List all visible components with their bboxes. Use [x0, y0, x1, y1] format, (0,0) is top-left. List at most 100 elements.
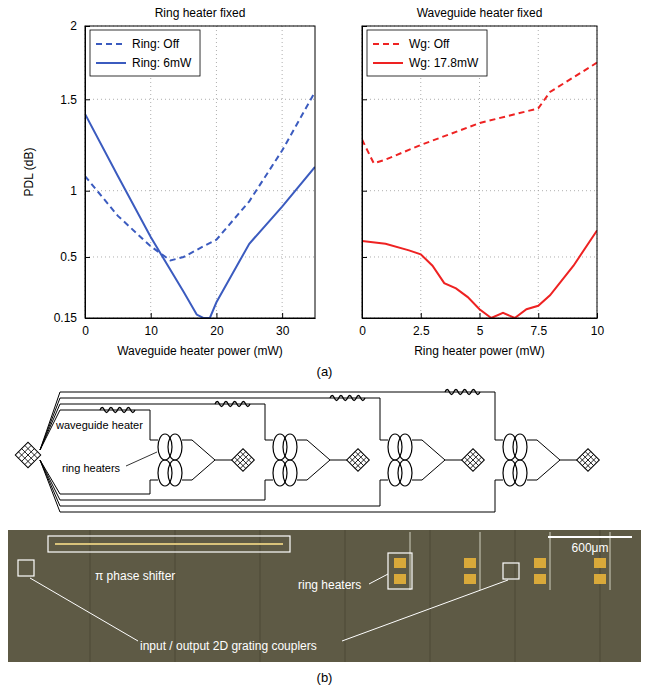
- leader-line: [126, 452, 157, 466]
- grating-outline: [232, 449, 255, 472]
- x-axis-title: Ring heater power (mW): [414, 344, 545, 358]
- waveguide: [560, 460, 577, 461]
- grating-hatch: [585, 457, 596, 468]
- x-axis: 0 10 20 30: [82, 313, 315, 338]
- data-line: [362, 63, 597, 164]
- waveguide: [330, 460, 347, 461]
- grid: [362, 26, 597, 318]
- grating-hatch: [467, 454, 478, 465]
- ring: [168, 434, 182, 460]
- diagram-label: ring heaters: [62, 462, 121, 474]
- legend-swatch: [96, 62, 126, 64]
- ring: [398, 460, 412, 486]
- y-tick-group: 0.5: [60, 250, 90, 264]
- x-tick: [480, 313, 481, 318]
- x-tick-group: 20: [210, 313, 224, 338]
- grating-coupler: [462, 449, 485, 472]
- grating-hatch: [470, 457, 481, 468]
- x-tick: [421, 313, 422, 318]
- grid-line: [362, 256, 597, 257]
- panel-label: (b): [317, 670, 333, 685]
- grating-coupler: [577, 449, 600, 472]
- waveguide: [445, 460, 462, 461]
- y-tick-group: 1.5: [60, 93, 90, 107]
- ring-heater-pad: [464, 558, 476, 568]
- x-tick-label: 30: [276, 324, 290, 338]
- data-line: [85, 114, 315, 318]
- y-tick: [362, 257, 367, 258]
- phase-shifter-wire: [55, 543, 283, 545]
- grating-coupler: [232, 449, 255, 472]
- grating-hatch: [467, 454, 478, 465]
- x-tick-label: 5: [477, 324, 484, 338]
- data-line: [362, 230, 597, 318]
- y-tick-group: [362, 99, 367, 100]
- highlight-box: [18, 560, 34, 576]
- metal-trace: [610, 532, 611, 590]
- legend-swatch: [373, 43, 403, 45]
- photo-label: input / output 2D grating couplers: [140, 639, 317, 653]
- heater: [215, 402, 250, 407]
- y-axis-title: PDL (dB): [22, 148, 36, 197]
- waveguide: [40, 398, 388, 450]
- x-tick-group: 10: [591, 313, 605, 338]
- legend-label: Wg: 17.8mW: [409, 56, 479, 70]
- ring-heater-pad: [394, 558, 406, 568]
- x-tick-group: 5: [477, 313, 484, 338]
- chart-panel: 02.557.510Waveguide heater fixedRing hea…: [359, 6, 604, 358]
- y-tick: [85, 99, 90, 100]
- grating-hatch: [352, 454, 363, 465]
- legend-swatch: [96, 43, 126, 45]
- x-tick-group: 30: [276, 313, 290, 338]
- chart-panel: 01020300.150.511.52Ring heater fixedWave…: [22, 6, 316, 358]
- legend-label: Wg: Off: [409, 37, 450, 51]
- y-axis: [362, 27, 367, 319]
- y-tick: [362, 191, 367, 192]
- photo-texture: [90, 530, 91, 662]
- grid-line: [282, 26, 283, 318]
- grating-hatch: [240, 457, 251, 468]
- chart-title: Ring heater fixed: [155, 6, 246, 20]
- x-tick: [282, 313, 283, 318]
- y-tick-label: 0.15: [54, 311, 78, 325]
- ring-heater-pad: [594, 558, 606, 568]
- y-tick: [85, 257, 90, 258]
- x-tick-group: 10: [145, 313, 159, 338]
- ring-heater-pad: [534, 558, 546, 568]
- y-tick-group: 1: [70, 184, 90, 198]
- x-tick-label: 0: [82, 324, 89, 338]
- scale-bar: [548, 536, 632, 538]
- y-tick-label: 0.5: [60, 250, 77, 264]
- x-tick-label: 20: [210, 324, 224, 338]
- grating-hatch: [18, 452, 31, 465]
- grating-coupler: [347, 449, 370, 472]
- grating-hatch: [350, 457, 361, 468]
- grating-outline: [347, 449, 370, 472]
- photo-texture: [515, 530, 516, 662]
- heater: [445, 390, 480, 395]
- grid: [85, 26, 315, 318]
- grating-outline: [462, 449, 485, 472]
- x-tick-label: 0: [359, 324, 366, 338]
- highlight-box: [388, 553, 412, 589]
- series-group: [85, 92, 315, 318]
- legend-box: [367, 30, 487, 76]
- legend-label: Ring: Off: [132, 37, 180, 51]
- figure: 01020300.150.511.52Ring heater fixedWave…: [0, 0, 649, 691]
- grating-hatch: [22, 449, 35, 462]
- x-tick-label: 10: [145, 324, 159, 338]
- series-group: [362, 63, 597, 318]
- legend-box: [90, 30, 200, 76]
- legend: Wg: Off Wg: 17.8mW: [367, 30, 487, 76]
- grating-hatch: [235, 457, 246, 468]
- phase-shifter: [48, 536, 290, 552]
- metal-trace: [550, 532, 551, 590]
- grating-hatch: [352, 454, 363, 465]
- grid-line: [362, 99, 597, 100]
- waveguide: [412, 440, 445, 480]
- grid-line: [362, 190, 597, 191]
- grating-hatch: [237, 454, 248, 465]
- y-tick: [362, 99, 367, 100]
- panel-label: (a): [317, 364, 333, 379]
- waveguide: [40, 460, 388, 506]
